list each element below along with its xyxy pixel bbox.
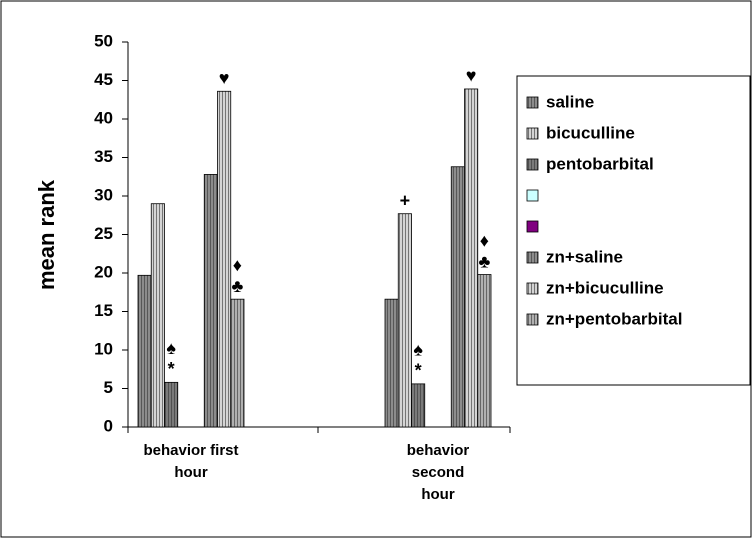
legend — [516, 75, 751, 386]
bar — [384, 298, 399, 428]
legend-label: zn+saline — [546, 247, 623, 266]
y-tick-label: 0 — [104, 416, 113, 435]
annotation: ♥ — [466, 66, 477, 86]
bar — [450, 166, 465, 428]
bar — [137, 274, 152, 428]
annotation: ♥ — [219, 68, 230, 88]
bar — [397, 213, 412, 428]
annotation: ♠ — [166, 338, 176, 358]
y-tick-label: 40 — [94, 108, 113, 127]
annotation: ♠ — [413, 340, 423, 360]
bar — [164, 381, 179, 428]
legend-label: saline — [546, 92, 594, 111]
bar — [230, 298, 245, 428]
bar — [217, 90, 232, 428]
legend-swatch — [526, 189, 539, 202]
y-tick-label: 5 — [104, 378, 113, 397]
bar — [477, 274, 492, 428]
y-tick-label: 20 — [94, 262, 113, 281]
legend-label: pentobarbital — [546, 154, 654, 173]
y-tick-label: 30 — [94, 185, 113, 204]
y-tick-label: 50 — [94, 31, 113, 50]
legend-label: zn+bicuculline — [546, 278, 664, 297]
y-axis-label: mean rank — [34, 179, 59, 290]
annotation: ♣ — [231, 276, 243, 296]
legend-label: bicuculline — [546, 123, 635, 142]
legend-swatch — [526, 96, 539, 109]
bar — [150, 203, 165, 428]
bar — [464, 88, 479, 428]
annotation: ♦ — [233, 255, 242, 275]
legend-swatch — [526, 127, 539, 140]
bar — [203, 174, 218, 428]
legend-swatch — [526, 282, 539, 295]
legend-label: zn+pentobarbital — [546, 309, 682, 328]
annotation: * — [168, 359, 175, 379]
legend-swatch — [526, 158, 539, 171]
legend-swatch — [526, 220, 539, 233]
annotation: ♣ — [478, 251, 490, 271]
x-tick-label: behavior first hour — [143, 442, 239, 481]
annotation: ♦ — [480, 230, 489, 250]
y-tick-label: 15 — [94, 301, 113, 320]
annotation: * — [415, 361, 422, 381]
x-tick-label: behavior second hour — [406, 442, 470, 503]
legend-swatch — [526, 251, 539, 264]
annotation: + — [400, 190, 411, 210]
y-tick-label: 10 — [94, 339, 113, 358]
bar — [411, 383, 426, 428]
legend-swatch — [526, 313, 539, 326]
y-tick-label: 35 — [94, 147, 113, 166]
y-tick-label: 25 — [94, 224, 113, 243]
y-tick-label: 45 — [94, 70, 113, 89]
